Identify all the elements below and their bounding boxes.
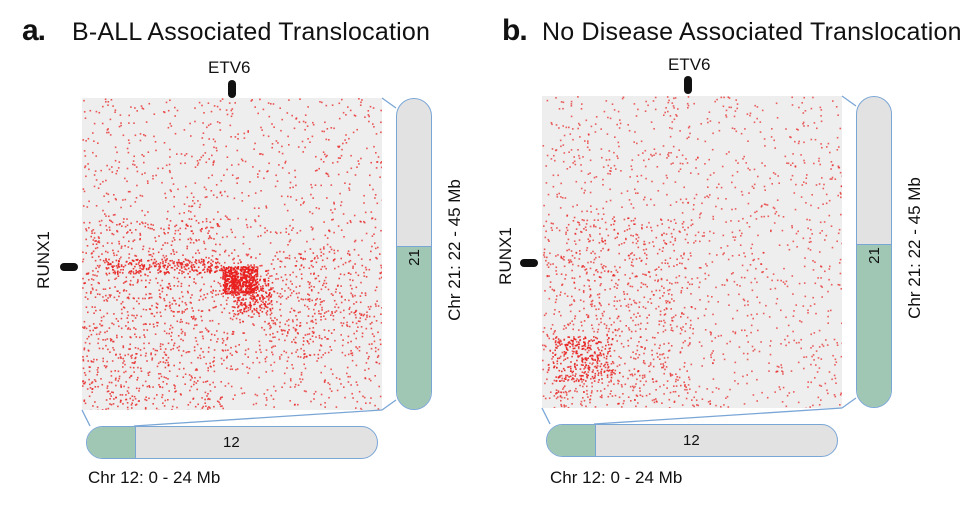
chromosome-12-b-band (547, 425, 596, 456)
connector-12-right-b (593, 407, 843, 425)
contact-map-a-dots (82, 98, 382, 410)
runx1-marker-b (520, 259, 538, 267)
connector-12-left (81, 409, 91, 427)
chromosome-21-b: 21 (856, 96, 892, 408)
chromosome-21-b-id: 21 (865, 247, 883, 264)
chromosome-21-a-range: Chr 21: 22 - 45 Mb (445, 179, 464, 321)
connector-21-top-b (841, 95, 857, 107)
chromosome-21-b-range: Chr 21: 22 - 45 Mb (905, 177, 924, 319)
chromosome-12-b-range: Chr 12: 0 - 24 Mb (550, 468, 683, 487)
panel-b: b. No Disease Associated Translocation E… (490, 0, 980, 505)
connector-21-bottom-b (841, 397, 857, 409)
panel-a-title: B-ALL Associated Translocation (72, 18, 431, 46)
panel-a: a. B-ALL Associated Translocation ETV6 R… (22, 14, 464, 487)
contact-map-a (82, 98, 382, 410)
chromosome-12-b: 12 (546, 424, 838, 457)
chromosome-21-a: 21 (396, 98, 432, 410)
runx1-label-b: RUNX1 (496, 227, 515, 285)
chromosome-21-a-id: 21 (405, 249, 423, 266)
chromosome-21-a-band (397, 246, 431, 409)
panel-a-letter: a. (22, 14, 46, 47)
connector-21-top (381, 97, 397, 109)
etv6-marker-b (684, 76, 692, 94)
contact-map-b (542, 96, 842, 408)
etv6-label: ETV6 (208, 58, 251, 77)
chromosome-21-b-band (857, 244, 891, 407)
chromosome-12-b-id: 12 (683, 432, 700, 449)
runx1-marker (60, 263, 78, 271)
chromosome-12-a-id: 12 (223, 434, 240, 451)
etv6-marker (228, 80, 236, 98)
runx1-label: RUNX1 (34, 231, 53, 289)
chromosome-12-a-range: Chr 12: 0 - 24 Mb (88, 468, 221, 487)
connector-12-left-b (541, 407, 551, 425)
panel-b-letter: b. (502, 14, 528, 47)
chromosome-12-a-band (87, 427, 136, 458)
etv6-label-b: ETV6 (668, 55, 711, 74)
panel-b-title: No Disease Associated Translocation (542, 18, 962, 46)
connector-21-bottom (381, 399, 397, 411)
chromosome-12-a: 12 (86, 426, 378, 459)
connector-12-right (133, 409, 383, 427)
contact-map-b-dots (542, 96, 842, 408)
